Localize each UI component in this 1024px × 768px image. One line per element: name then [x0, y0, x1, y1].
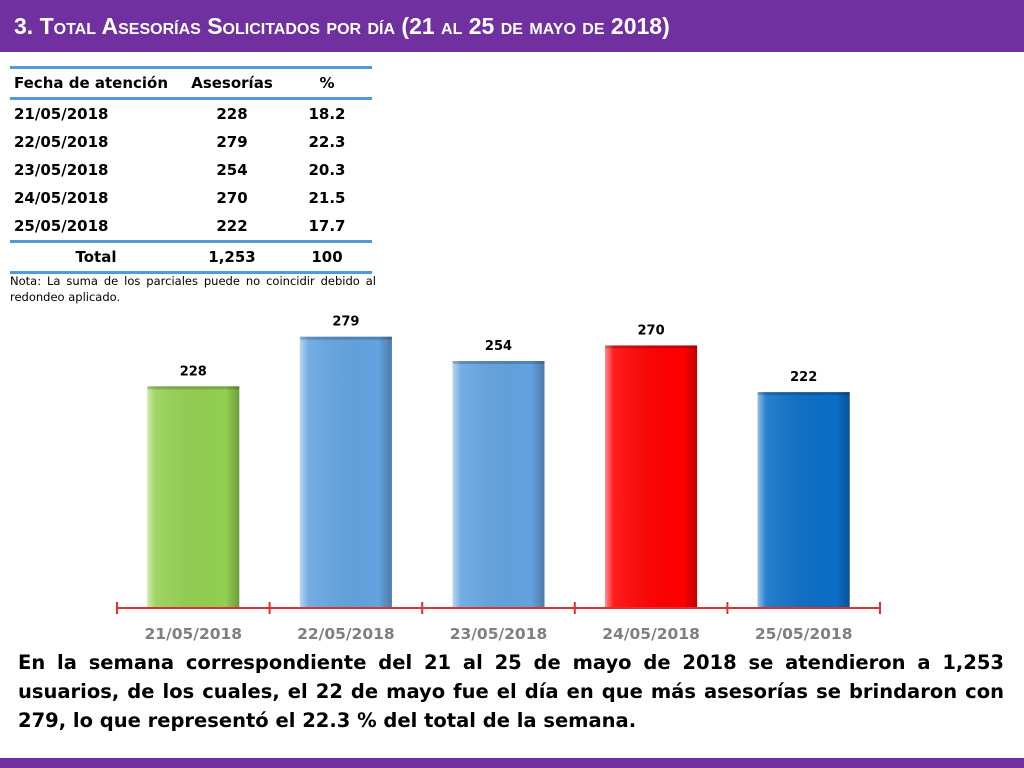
cell-date: 24/05/2018 [14, 189, 109, 207]
table-row: 21/05/2018 228 18.2 [10, 99, 372, 129]
column-header-count: Asesorías [182, 66, 282, 100]
table-row: 25/05/2018 222 17.7 [10, 212, 372, 242]
cell-count: 228 [216, 105, 248, 123]
cell-count: 279 [216, 133, 248, 151]
bars-layer [147, 336, 850, 608]
cell-percent: 17.7 [308, 217, 346, 235]
total-label: Total [10, 240, 182, 274]
x-tick-label: 21/05/2018 [144, 625, 242, 643]
bar-top-edge [147, 386, 240, 390]
table-header-row: Fecha de atención Asesorías % [10, 66, 372, 100]
cell-date: 22/05/2018 [14, 133, 109, 151]
cell-count: 254 [216, 161, 248, 179]
table-row: 22/05/2018 279 22.3 [10, 128, 372, 156]
cell-date: 23/05/2018 [14, 161, 109, 179]
bar-highlight [147, 386, 240, 608]
bar-top-edge [299, 336, 392, 340]
bar-highlight [299, 336, 392, 608]
x-tick-label: 22/05/2018 [297, 625, 395, 643]
bar-highlight [605, 345, 698, 608]
table-row: 23/05/2018 254 20.3 [10, 156, 372, 184]
data-label: 228 [180, 364, 207, 379]
table-total-row: Total 1,253 100 [10, 240, 372, 274]
x-axis [116, 602, 881, 614]
summary-table-container: Fecha de atención Asesorías % 21/05/2018… [10, 66, 372, 274]
bar-highlight [452, 361, 545, 608]
cell-percent: 22.3 [308, 133, 346, 151]
data-label: 254 [485, 339, 512, 354]
data-label: 270 [638, 323, 665, 338]
data-label: 222 [790, 370, 817, 385]
cell-percent: 21.5 [308, 189, 346, 207]
footer-bar [0, 758, 1024, 768]
bar-top-edge [452, 361, 545, 365]
data-label: 279 [332, 315, 359, 330]
cell-count: 222 [216, 217, 248, 235]
x-tick-label: 25/05/2018 [755, 625, 853, 643]
x-tick-label: 23/05/2018 [450, 625, 548, 643]
table-row: 24/05/2018 270 21.5 [10, 184, 372, 212]
labels-layer: 228 21/05/2018 279 22/05/2018 254 23/05/2018 2… [144, 315, 852, 643]
page-title: 3. Total Asesorías Solicitados por día (… [14, 12, 670, 39]
summary-table: Fecha de atención Asesorías % 21/05/2018… [10, 66, 372, 274]
cell-percent: 18.2 [308, 105, 346, 123]
total-percent: 100 [282, 240, 372, 274]
rounding-note: Nota: La suma de los parciales puede no … [10, 274, 376, 304]
cell-date: 21/05/2018 [14, 105, 109, 123]
bar-top-edge [605, 345, 698, 349]
bar-highlight [757, 392, 850, 608]
cell-count: 270 [216, 189, 248, 207]
x-tick-label: 24/05/2018 [602, 625, 700, 643]
cell-percent: 20.3 [308, 161, 346, 179]
total-count: 1,253 [182, 240, 282, 274]
bar-chart: 228 21/05/2018 279 22/05/2018 254 23/05/2018 2… [116, 315, 881, 643]
cell-date: 25/05/2018 [14, 217, 109, 235]
summary-paragraph: En la semana correspondiente del 21 al 2… [18, 651, 1004, 732]
title-bar: 3. Total Asesorías Solicitados por día (… [0, 0, 1024, 52]
bar-top-edge [757, 392, 850, 396]
column-header-date: Fecha de atención [10, 66, 182, 100]
column-header-percent: % [282, 66, 372, 100]
